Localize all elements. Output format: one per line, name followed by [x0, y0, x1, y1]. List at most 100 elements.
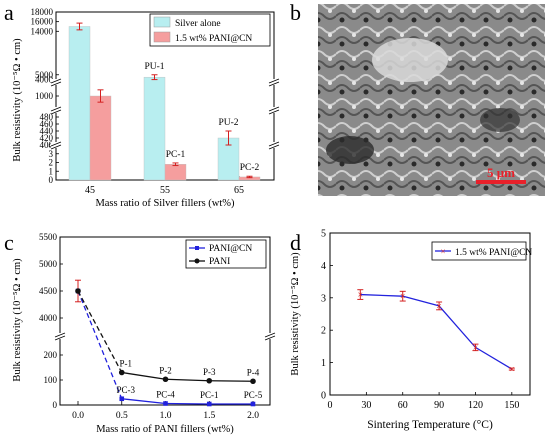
chart-d-y-tick-label: 4 — [321, 261, 326, 272]
chart-d-point: × — [357, 290, 363, 301]
chart-d-y-tick-label: 5 — [321, 229, 326, 240]
chart-c-point-label: P-3 — [203, 367, 216, 377]
chart-c-point-label: PC-5 — [244, 390, 263, 400]
chart-a-y-tick-label: 400 — [40, 140, 54, 150]
chart-a-axis-break — [268, 141, 280, 147]
chart-a-y-tick-label: 5000 — [35, 70, 54, 80]
chart-d-xlabel: Sintering Temperature (°C) — [367, 419, 493, 431]
chart-a-y-tick-label: 1 — [49, 166, 54, 176]
chart-d-x-tick-label: 0 — [328, 400, 333, 411]
chart-c-series-segment — [209, 380, 254, 382]
chart-c-point — [206, 401, 212, 407]
chart-d-point: × — [436, 301, 442, 312]
chart-c-ylabel: Bulk resistivity (10⁻⁵Ω • cm) — [12, 258, 23, 382]
chart-c-y-tick-label: 0 — [53, 400, 58, 410]
chart-a-y-tick-label: 16000 — [31, 17, 54, 27]
chart-a-axis-break-gap — [51, 79, 61, 85]
chart-c-point — [250, 378, 256, 385]
chart-a-y-tick-label: 480 — [40, 112, 54, 122]
chart-c-point — [75, 288, 81, 294]
chart-c-series-segment — [121, 398, 166, 405]
panel-letter-b: b — [290, 0, 301, 25]
chart-a-axis-break — [268, 78, 280, 84]
chart-d-point: × — [509, 365, 515, 376]
chart-a-axis-break — [50, 106, 62, 112]
panel-letter-a: a — [4, 0, 14, 25]
chart-c-x-tick-label: 1.5 — [203, 411, 215, 421]
chart-d-y-tick-label: 2 — [321, 326, 326, 337]
chart-d-series-segment — [475, 346, 513, 370]
chart-c-axis-break — [54, 332, 66, 338]
chart-d-x-tick-label: 150 — [504, 400, 519, 411]
chart-a-bar-label: PU-1 — [144, 62, 164, 72]
chart-d-y-tick-label: 3 — [321, 293, 326, 304]
chart-d-frame — [329, 232, 531, 396]
chart-c: Mass ratio of PANI fillers (wt%) Bulk re… — [12, 232, 276, 435]
chart-a-bar — [68, 26, 91, 181]
chart-c-x-tick-label: 1.0 — [160, 411, 172, 421]
chart-a-axis-break-gap — [269, 142, 279, 148]
chart-d-x-tick-label: 120 — [468, 400, 483, 411]
chart-a-x-tick-label: 45 — [85, 185, 95, 196]
panel-letter-d: d — [290, 230, 301, 255]
legend-swatch-silver-alone — [153, 16, 171, 28]
chart-c-point — [118, 369, 125, 376]
chart-a-axis-break — [50, 81, 62, 87]
legend-marker-sintering: × — [440, 247, 445, 257]
chart-c-series-segment — [121, 371, 166, 380]
chart-a-axis-break — [268, 144, 280, 150]
chart-a-y-tick-label: 14000 — [31, 26, 54, 36]
chart-c-axis-break-gap — [55, 333, 65, 339]
legend-label-silver-alone: Silver alone — [175, 19, 221, 29]
chart-d-ylabel: Bulk resistivity (10⁻⁵Ω • cm) — [290, 252, 301, 376]
chart-a-bar-label: PU-2 — [218, 118, 238, 128]
chart-a: Mass ratio of Silver fillers (wt%) Bulk … — [12, 7, 280, 209]
chart-c-x-tick-label: 0.5 — [116, 411, 128, 421]
chart-c-point — [206, 377, 213, 384]
chart-c-point-label: P-4 — [247, 367, 260, 377]
chart-d: Sintering Temperature (°C) Bulk resistiv… — [290, 229, 532, 432]
chart-d-point: × — [400, 292, 406, 303]
chart-d-y-tick-label: 0 — [321, 391, 326, 402]
chart-d-legend: × 1.5 wt% PANI@CN — [431, 241, 532, 261]
chart-a-axis-break — [50, 141, 62, 147]
chart-a-y-tick-label: 440 — [40, 126, 54, 136]
chart-d-legend-box — [431, 241, 527, 261]
chart-c-point-label: P-2 — [159, 365, 172, 375]
chart-d-point: × — [473, 343, 479, 354]
chart-c-x-tick-label: 2.0 — [247, 411, 259, 421]
chart-c-y-tick-label: 5500 — [39, 232, 58, 242]
chart-d-series-segment — [360, 293, 403, 297]
panel-letter-c: c — [4, 230, 14, 255]
chart-a-bar — [143, 76, 166, 181]
chart-c-point-label: PC-4 — [156, 390, 175, 400]
legend-label-sintering: 1.5 wt% PANI@CN — [455, 248, 532, 258]
chart-a-axis-break — [50, 78, 62, 84]
sem-micrograph — [318, 4, 545, 196]
chart-d-series-segment — [402, 295, 440, 307]
chart-c-legend-box — [185, 239, 267, 269]
sem-bright-region — [372, 38, 448, 82]
chart-d-x-tick-label: 60 — [398, 400, 408, 411]
chart-c-point — [119, 396, 125, 402]
chart-c-point-label: PC-1 — [200, 390, 219, 400]
chart-c-series-segment — [77, 290, 123, 373]
chart-c-y-tick-label: 100 — [44, 375, 58, 385]
chart-a-axis-break — [268, 81, 280, 87]
chart-a-y-tick-label: 2 — [49, 158, 54, 168]
chart-a-axis-break-gap — [51, 142, 61, 148]
sem-dark-region — [480, 108, 520, 132]
chart-a-bar-label: PC-2 — [240, 163, 260, 173]
chart-a-y-tick-label: 420 — [40, 133, 54, 143]
chart-a-x-tick-label: 65 — [234, 185, 244, 196]
chart-a-axis-break-gap — [269, 79, 279, 85]
chart-a-bar — [164, 164, 187, 181]
chart-d-y-tick-label: 1 — [321, 358, 326, 369]
legend-label-pani-cn-c: PANI@CN — [209, 244, 252, 254]
chart-c-y-tick-label: 4500 — [39, 286, 58, 296]
chart-a-axis-break-gap — [51, 107, 61, 113]
chart-a-y-tick-label: 3 — [49, 149, 54, 159]
chart-a-axis-break — [268, 106, 280, 112]
chart-c-point — [162, 376, 169, 383]
